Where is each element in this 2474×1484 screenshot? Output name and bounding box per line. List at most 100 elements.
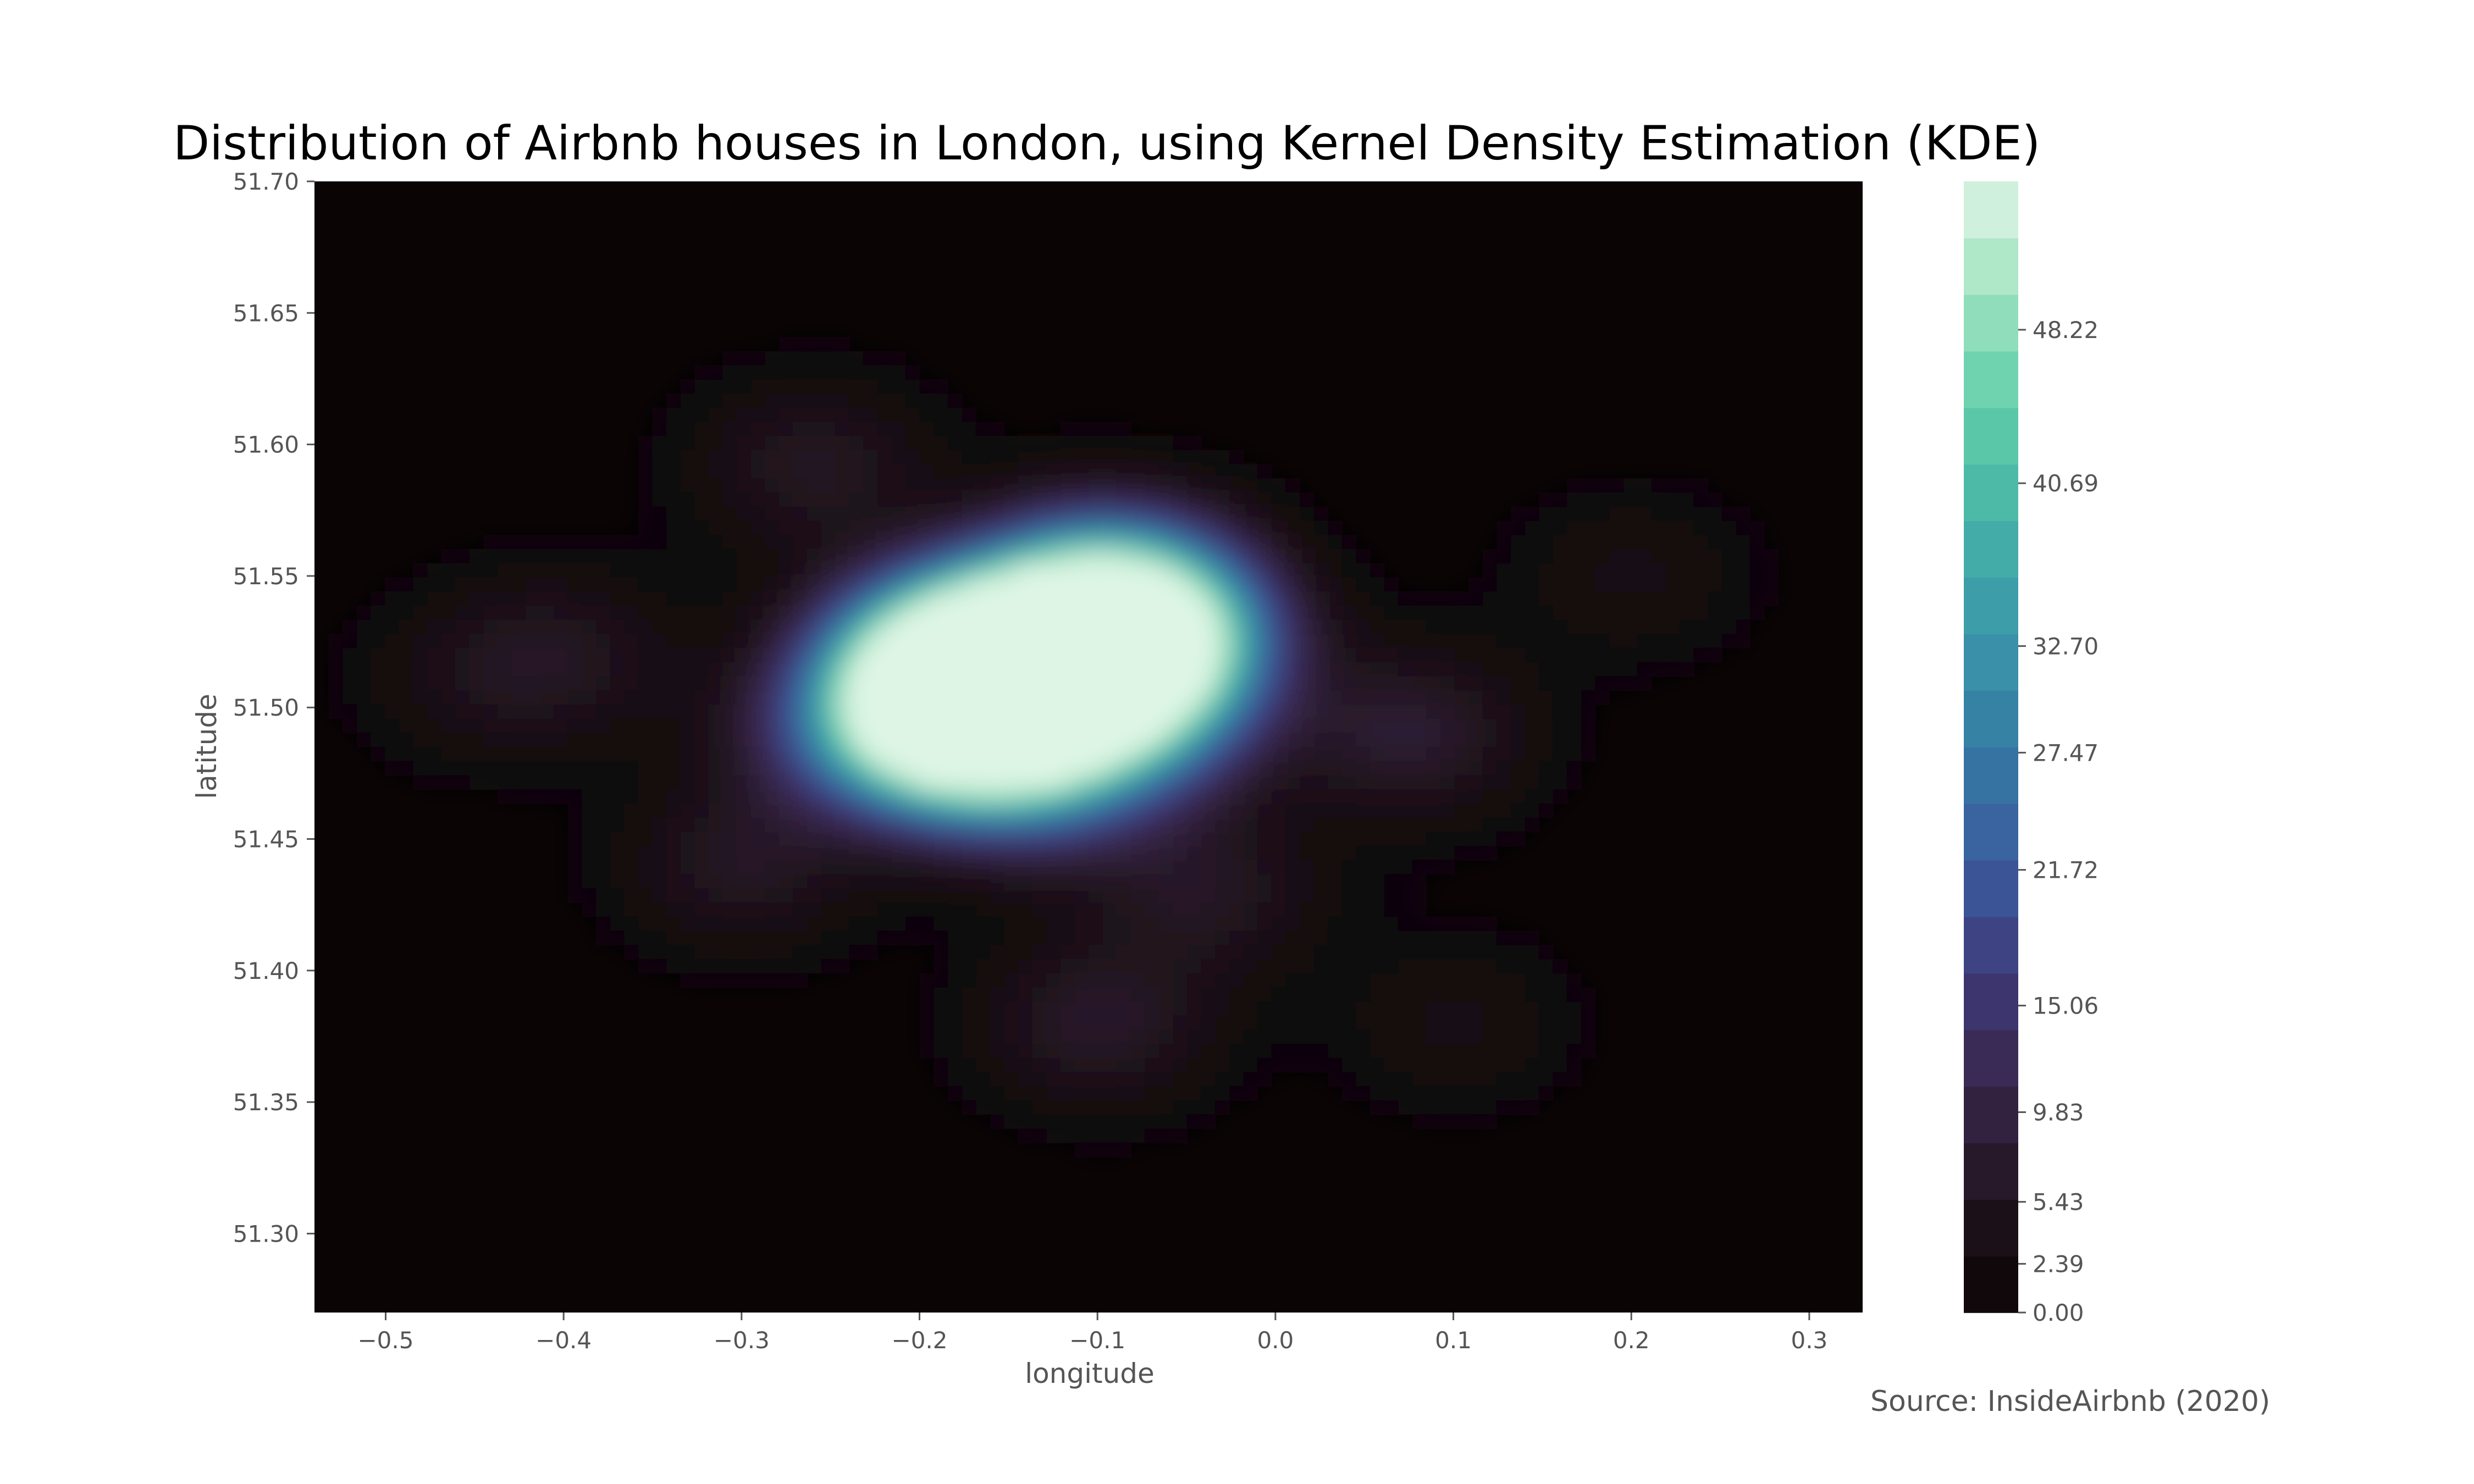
density-cell	[849, 817, 864, 833]
density-cell	[1257, 1001, 1272, 1016]
density-cell	[666, 563, 681, 578]
density-cell	[638, 450, 653, 465]
density-cell	[1313, 647, 1329, 663]
density-cell	[1243, 931, 1258, 946]
density-cell	[750, 874, 766, 889]
density-cell	[1285, 803, 1300, 818]
density-cell	[638, 959, 653, 974]
density-cell	[1511, 704, 1526, 719]
density-cell	[1581, 577, 1596, 592]
density-cell	[990, 931, 1005, 946]
density-cell	[1145, 450, 1159, 465]
density-cell	[554, 563, 568, 578]
density-cell	[1553, 1029, 1568, 1045]
density-cell	[1046, 775, 1061, 790]
density-cell	[1300, 676, 1315, 691]
density-cell	[1089, 747, 1103, 762]
density-cell	[1511, 803, 1526, 818]
density-cell	[1229, 492, 1244, 507]
density-cell	[1089, 464, 1103, 479]
colorbar-band	[1964, 860, 2018, 917]
density-cell	[1412, 1086, 1427, 1101]
density-cell	[1046, 647, 1061, 663]
density-cell	[990, 1044, 1005, 1059]
density-cell	[1300, 704, 1315, 719]
density-cell	[1046, 718, 1061, 734]
density-cell	[765, 478, 780, 493]
density-cell	[666, 676, 681, 691]
density-cell	[680, 422, 695, 436]
density-cell	[1300, 506, 1315, 522]
density-cell	[694, 832, 709, 847]
density-cell	[652, 860, 667, 875]
density-cell	[1736, 577, 1751, 592]
density-cell	[1089, 916, 1103, 932]
density-cell	[1215, 591, 1230, 606]
density-cell	[1032, 478, 1047, 493]
density-cell	[638, 761, 653, 776]
density-cell	[891, 846, 907, 861]
density-cell	[441, 605, 456, 621]
density-cell	[1215, 874, 1230, 889]
density-cell	[680, 647, 695, 663]
density-cell	[1032, 520, 1047, 536]
density-cell	[962, 888, 977, 903]
density-cell	[919, 704, 935, 719]
density-cell	[1384, 888, 1399, 903]
density-cell	[1496, 549, 1511, 564]
density-cell	[722, 959, 737, 974]
density-cell	[948, 605, 963, 621]
density-cell	[1089, 1143, 1103, 1158]
density-cell	[680, 747, 695, 762]
x-axis-label: longitude	[1025, 1358, 1155, 1389]
density-cell	[610, 789, 625, 804]
density-cell	[821, 690, 836, 705]
density-cell	[905, 704, 920, 719]
density-cell	[1693, 478, 1709, 493]
density-cell	[1623, 662, 1638, 677]
density-cell	[1300, 647, 1315, 663]
density-cell	[835, 775, 850, 790]
density-cell	[1102, 464, 1118, 479]
density-cell	[1130, 690, 1146, 705]
density-cell	[469, 662, 484, 677]
density-cell	[1285, 916, 1300, 932]
density-cell	[511, 619, 526, 635]
density-cell	[1060, 945, 1075, 960]
density-cell	[1300, 1015, 1315, 1031]
density-cell	[821, 676, 836, 691]
density-cell	[1637, 634, 1652, 649]
density-cell	[1511, 647, 1526, 663]
density-cell	[1004, 1072, 1019, 1087]
density-cell	[1018, 591, 1033, 606]
density-cell	[1341, 775, 1357, 790]
density-cell	[1398, 973, 1413, 988]
density-cell	[1525, 647, 1540, 663]
density-cell	[1117, 577, 1131, 592]
density-cell	[1229, 690, 1244, 705]
density-cell	[1722, 619, 1737, 635]
density-cell	[1271, 1001, 1286, 1016]
density-cell	[1229, 803, 1244, 818]
density-cell	[722, 379, 737, 394]
density-cell	[891, 436, 907, 451]
density-cell	[1300, 916, 1315, 932]
density-cell	[1187, 1015, 1202, 1031]
colorbar-tick-label: 0.00	[2033, 1299, 2084, 1326]
density-cell	[807, 874, 822, 889]
density-cell	[1609, 549, 1624, 564]
density-cell	[778, 817, 794, 833]
density-cell	[1553, 591, 1568, 606]
density-cell	[934, 549, 948, 564]
density-cell	[1454, 647, 1470, 663]
density-cell	[793, 407, 808, 423]
density-cell	[1173, 450, 1188, 465]
density-cell	[849, 704, 864, 719]
density-cell	[1300, 662, 1315, 677]
density-cell	[694, 888, 709, 903]
x-tick-label: −0.5	[357, 1327, 413, 1354]
density-cell	[1032, 662, 1047, 677]
density-cell	[835, 393, 850, 408]
density-cell	[455, 619, 470, 635]
density-cell	[1060, 733, 1075, 747]
